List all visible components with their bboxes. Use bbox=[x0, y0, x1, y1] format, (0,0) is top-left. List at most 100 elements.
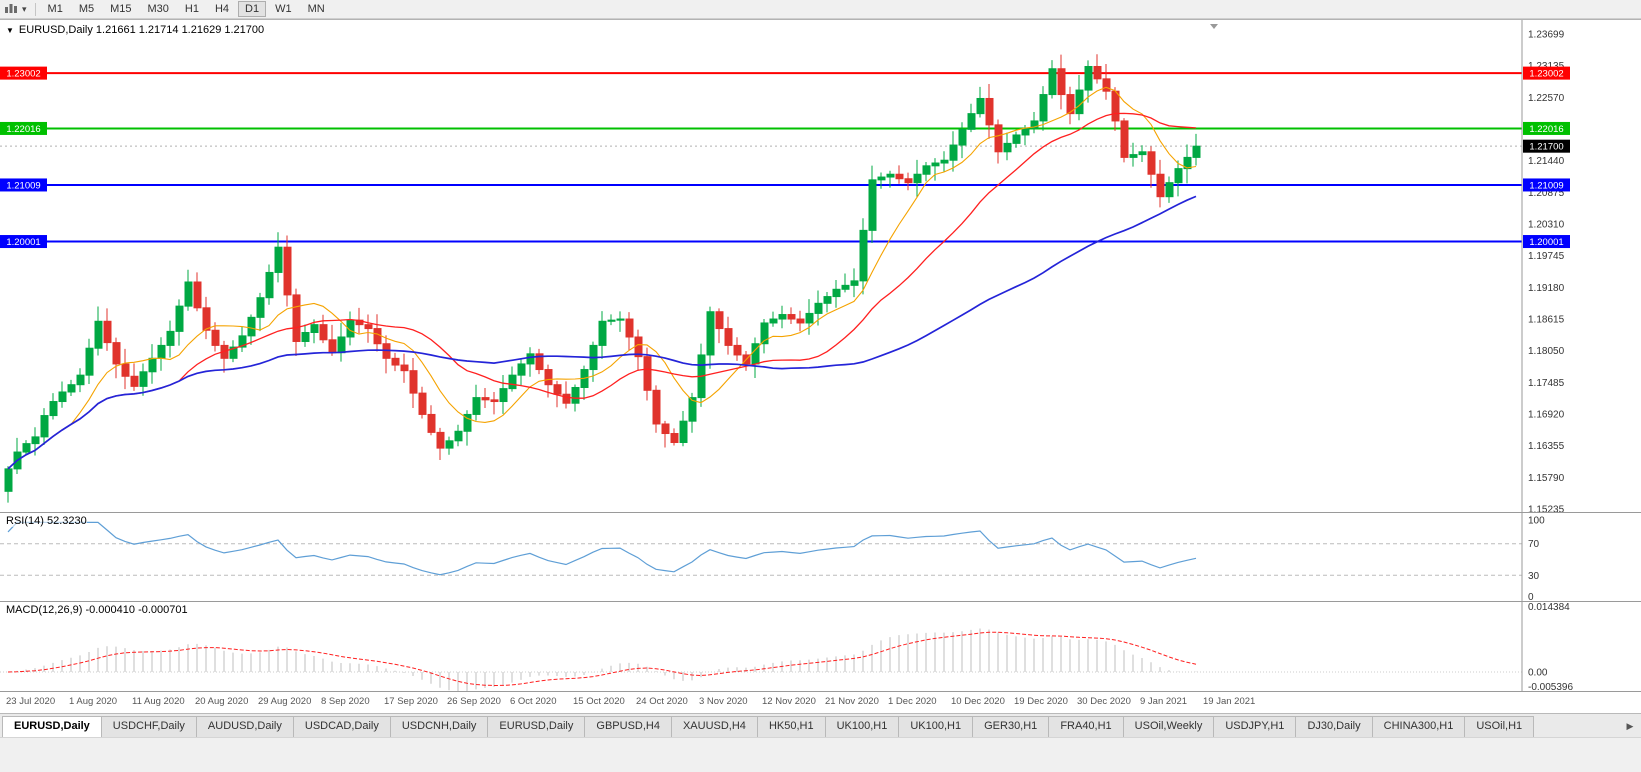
date-label: 24 Oct 2020 bbox=[636, 696, 688, 707]
current-price-badge: 1.21700 bbox=[1523, 139, 1570, 153]
chart-tab-5[interactable]: EURUSD,Daily bbox=[487, 716, 586, 737]
date-label: 17 Sep 2020 bbox=[384, 696, 438, 707]
rsi-svg: 100 70 30 0 bbox=[0, 513, 1545, 602]
chart-tab-8[interactable]: HK50,H1 bbox=[756, 716, 826, 737]
svg-text:1.23699: 1.23699 bbox=[1528, 30, 1565, 41]
svg-text:1.16920: 1.16920 bbox=[1528, 410, 1565, 421]
price-badge-left: 1.23002 bbox=[0, 66, 47, 80]
rsi-label: RSI(14) 52.3230 bbox=[6, 515, 87, 527]
date-axis: 23 Jul 2020 1 Aug 2020 11 Aug 2020 20 Aug 2… bbox=[0, 691, 1641, 713]
rsi-panel: 100 70 30 0 RSI(14) 52.3230 bbox=[0, 512, 1641, 602]
chart-tab-9[interactable]: UK100,H1 bbox=[824, 716, 900, 737]
price-badge-right: 1.22016 bbox=[1523, 121, 1570, 135]
rsi-line bbox=[7, 521, 1197, 576]
rsi-axis-label: 70 bbox=[1528, 539, 1540, 550]
date-label: 15 Oct 2020 bbox=[573, 696, 625, 707]
candles-group bbox=[4, 54, 1201, 503]
timeframe-button-w1[interactable]: W1 bbox=[268, 1, 299, 17]
date-label: 6 Oct 2020 bbox=[510, 696, 557, 707]
timeframe-button-m30[interactable]: M30 bbox=[141, 1, 176, 17]
svg-text:1.22016: 1.22016 bbox=[6, 124, 40, 135]
chart-tab-0[interactable]: EURUSD,Daily bbox=[2, 716, 102, 737]
tab-scroll-right-button[interactable]: ▶ bbox=[1622, 718, 1638, 734]
chart-tab-14[interactable]: USDJPY,H1 bbox=[1213, 716, 1297, 737]
price-badge-right: 1.23002 bbox=[1523, 66, 1570, 80]
date-label: 9 Jan 2021 bbox=[1140, 696, 1188, 707]
chart-tab-4[interactable]: USDCNH,Daily bbox=[389, 716, 489, 737]
chart-tab-17[interactable]: USOil,H1 bbox=[1464, 716, 1535, 737]
timeframe-button-m1[interactable]: M1 bbox=[41, 1, 70, 17]
date-label: 1 Aug 2020 bbox=[69, 696, 118, 707]
svg-text:1.15790: 1.15790 bbox=[1528, 473, 1565, 484]
chart-tab-15[interactable]: DJ30,Daily bbox=[1295, 716, 1373, 737]
timeframe-button-m15[interactable]: M15 bbox=[103, 1, 138, 17]
svg-text:1.15235: 1.15235 bbox=[1528, 505, 1565, 513]
macd-signal-line bbox=[7, 631, 1197, 687]
collapse-triangle-icon[interactable]: ▼ bbox=[6, 25, 14, 35]
macd-svg: 0.014384 0.00 -0.005396 bbox=[0, 602, 1573, 692]
svg-text:1.21700: 1.21700 bbox=[1529, 142, 1563, 153]
date-label: 3 Nov 2020 bbox=[699, 696, 748, 707]
price-badge-left: 1.22016 bbox=[0, 121, 47, 135]
chart-tab-13[interactable]: USOil,Weekly bbox=[1122, 716, 1215, 737]
price-badge-left: 1.20001 bbox=[0, 235, 47, 249]
date-label: 23 Jul 2020 bbox=[6, 696, 56, 707]
timeframe-button-m5[interactable]: M5 bbox=[72, 1, 101, 17]
timeframe-button-mn[interactable]: MN bbox=[301, 1, 332, 17]
date-label: 26 Sep 2020 bbox=[447, 696, 501, 707]
timeframe-button-d1[interactable]: D1 bbox=[238, 1, 267, 17]
main-chart-svg[interactable]: 1.236991.231351.225701.220051.214401.208… bbox=[0, 20, 1641, 513]
rsi-axis-label: 0 bbox=[1528, 592, 1534, 602]
timeframe-button-h1[interactable]: H1 bbox=[178, 1, 206, 17]
macd-axis-label: 0.014384 bbox=[1528, 602, 1570, 613]
chart-tab-16[interactable]: CHINA300,H1 bbox=[1371, 716, 1466, 737]
rsi-axis-label: 30 bbox=[1528, 571, 1540, 582]
chart-shift-marker[interactable] bbox=[1210, 24, 1218, 29]
bottom-filler bbox=[0, 737, 1641, 772]
chart-tab-10[interactable]: UK100,H1 bbox=[898, 716, 974, 737]
chart-tab-7[interactable]: XAUUSD,H4 bbox=[670, 716, 758, 737]
chart-tab-3[interactable]: USDCAD,Daily bbox=[292, 716, 391, 737]
svg-text:1.18615: 1.18615 bbox=[1528, 315, 1565, 326]
chart-title-text: EURUSD,Daily 1.21661 1.21714 1.21629 1.2… bbox=[18, 24, 265, 36]
date-label: 20 Aug 2020 bbox=[195, 696, 249, 707]
chart-tab-11[interactable]: GER30,H1 bbox=[972, 716, 1050, 737]
chart-tabs-bar: EURUSD,Daily USDCHF,Daily AUDUSD,Daily USDC… bbox=[0, 713, 1641, 737]
chart-tab-1[interactable]: USDCHF,Daily bbox=[100, 716, 197, 737]
chart-tab-6[interactable]: GBPUSD,H4 bbox=[584, 716, 672, 737]
rsi-axis-label: 100 bbox=[1528, 516, 1545, 527]
date-label: 12 Nov 2020 bbox=[762, 696, 816, 707]
date-label: 30 Dec 2020 bbox=[1077, 696, 1131, 707]
svg-text:1.18050: 1.18050 bbox=[1528, 346, 1565, 357]
svg-text:1.19745: 1.19745 bbox=[1528, 251, 1565, 262]
svg-text:1.21009: 1.21009 bbox=[6, 180, 40, 191]
date-label: 1 Dec 2020 bbox=[888, 696, 937, 707]
horizontal-level-lines[interactable] bbox=[0, 72, 1522, 243]
svg-text:1.20001: 1.20001 bbox=[6, 237, 40, 248]
chart-tab-12[interactable]: FRA40,H1 bbox=[1048, 716, 1124, 737]
date-label: 21 Nov 2020 bbox=[825, 696, 879, 707]
svg-text:1.23002: 1.23002 bbox=[6, 69, 40, 80]
svg-text:1.20001: 1.20001 bbox=[1529, 237, 1563, 248]
svg-text:1.22570: 1.22570 bbox=[1528, 93, 1565, 104]
timeframe-button-h4[interactable]: H4 bbox=[208, 1, 236, 17]
date-label: 8 Sep 2020 bbox=[321, 696, 370, 707]
chart-tab-2[interactable]: AUDUSD,Daily bbox=[195, 716, 294, 737]
macd-axis-label: 0.00 bbox=[1528, 668, 1548, 679]
ma-line-20 bbox=[7, 112, 1197, 470]
date-label: 10 Dec 2020 bbox=[951, 696, 1005, 707]
svg-text:1.17485: 1.17485 bbox=[1528, 378, 1565, 389]
macd-label: MACD(12,26,9) -0.000410 -0.000701 bbox=[6, 604, 188, 616]
timeframe-toolbar: ▾ M1 M5 M15 M30 H1 H4 D1 W1 MN bbox=[0, 0, 1641, 19]
svg-text:1.19180: 1.19180 bbox=[1528, 283, 1565, 294]
dropdown-caret-icon[interactable]: ▾ bbox=[22, 3, 27, 14]
svg-text:1.20875: 1.20875 bbox=[1528, 188, 1565, 199]
macd-histogram bbox=[16, 628, 1197, 692]
price-axis: 1.236991.231351.225701.220051.214401.208… bbox=[1528, 30, 1565, 514]
price-badge-left: 1.21009 bbox=[0, 178, 47, 192]
chart-type-icon[interactable] bbox=[4, 3, 18, 15]
main-chart[interactable]: 1.236991.231351.225701.220051.214401.208… bbox=[0, 19, 1641, 513]
macd-panel: 0.014384 0.00 -0.005396 MACD(12,26,9) -0.0… bbox=[0, 601, 1641, 692]
toolbar-separator bbox=[34, 2, 36, 16]
